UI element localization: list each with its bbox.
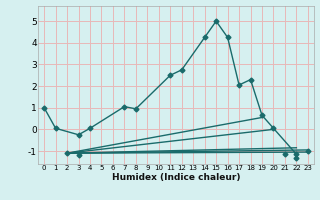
X-axis label: Humidex (Indice chaleur): Humidex (Indice chaleur)	[112, 173, 240, 182]
